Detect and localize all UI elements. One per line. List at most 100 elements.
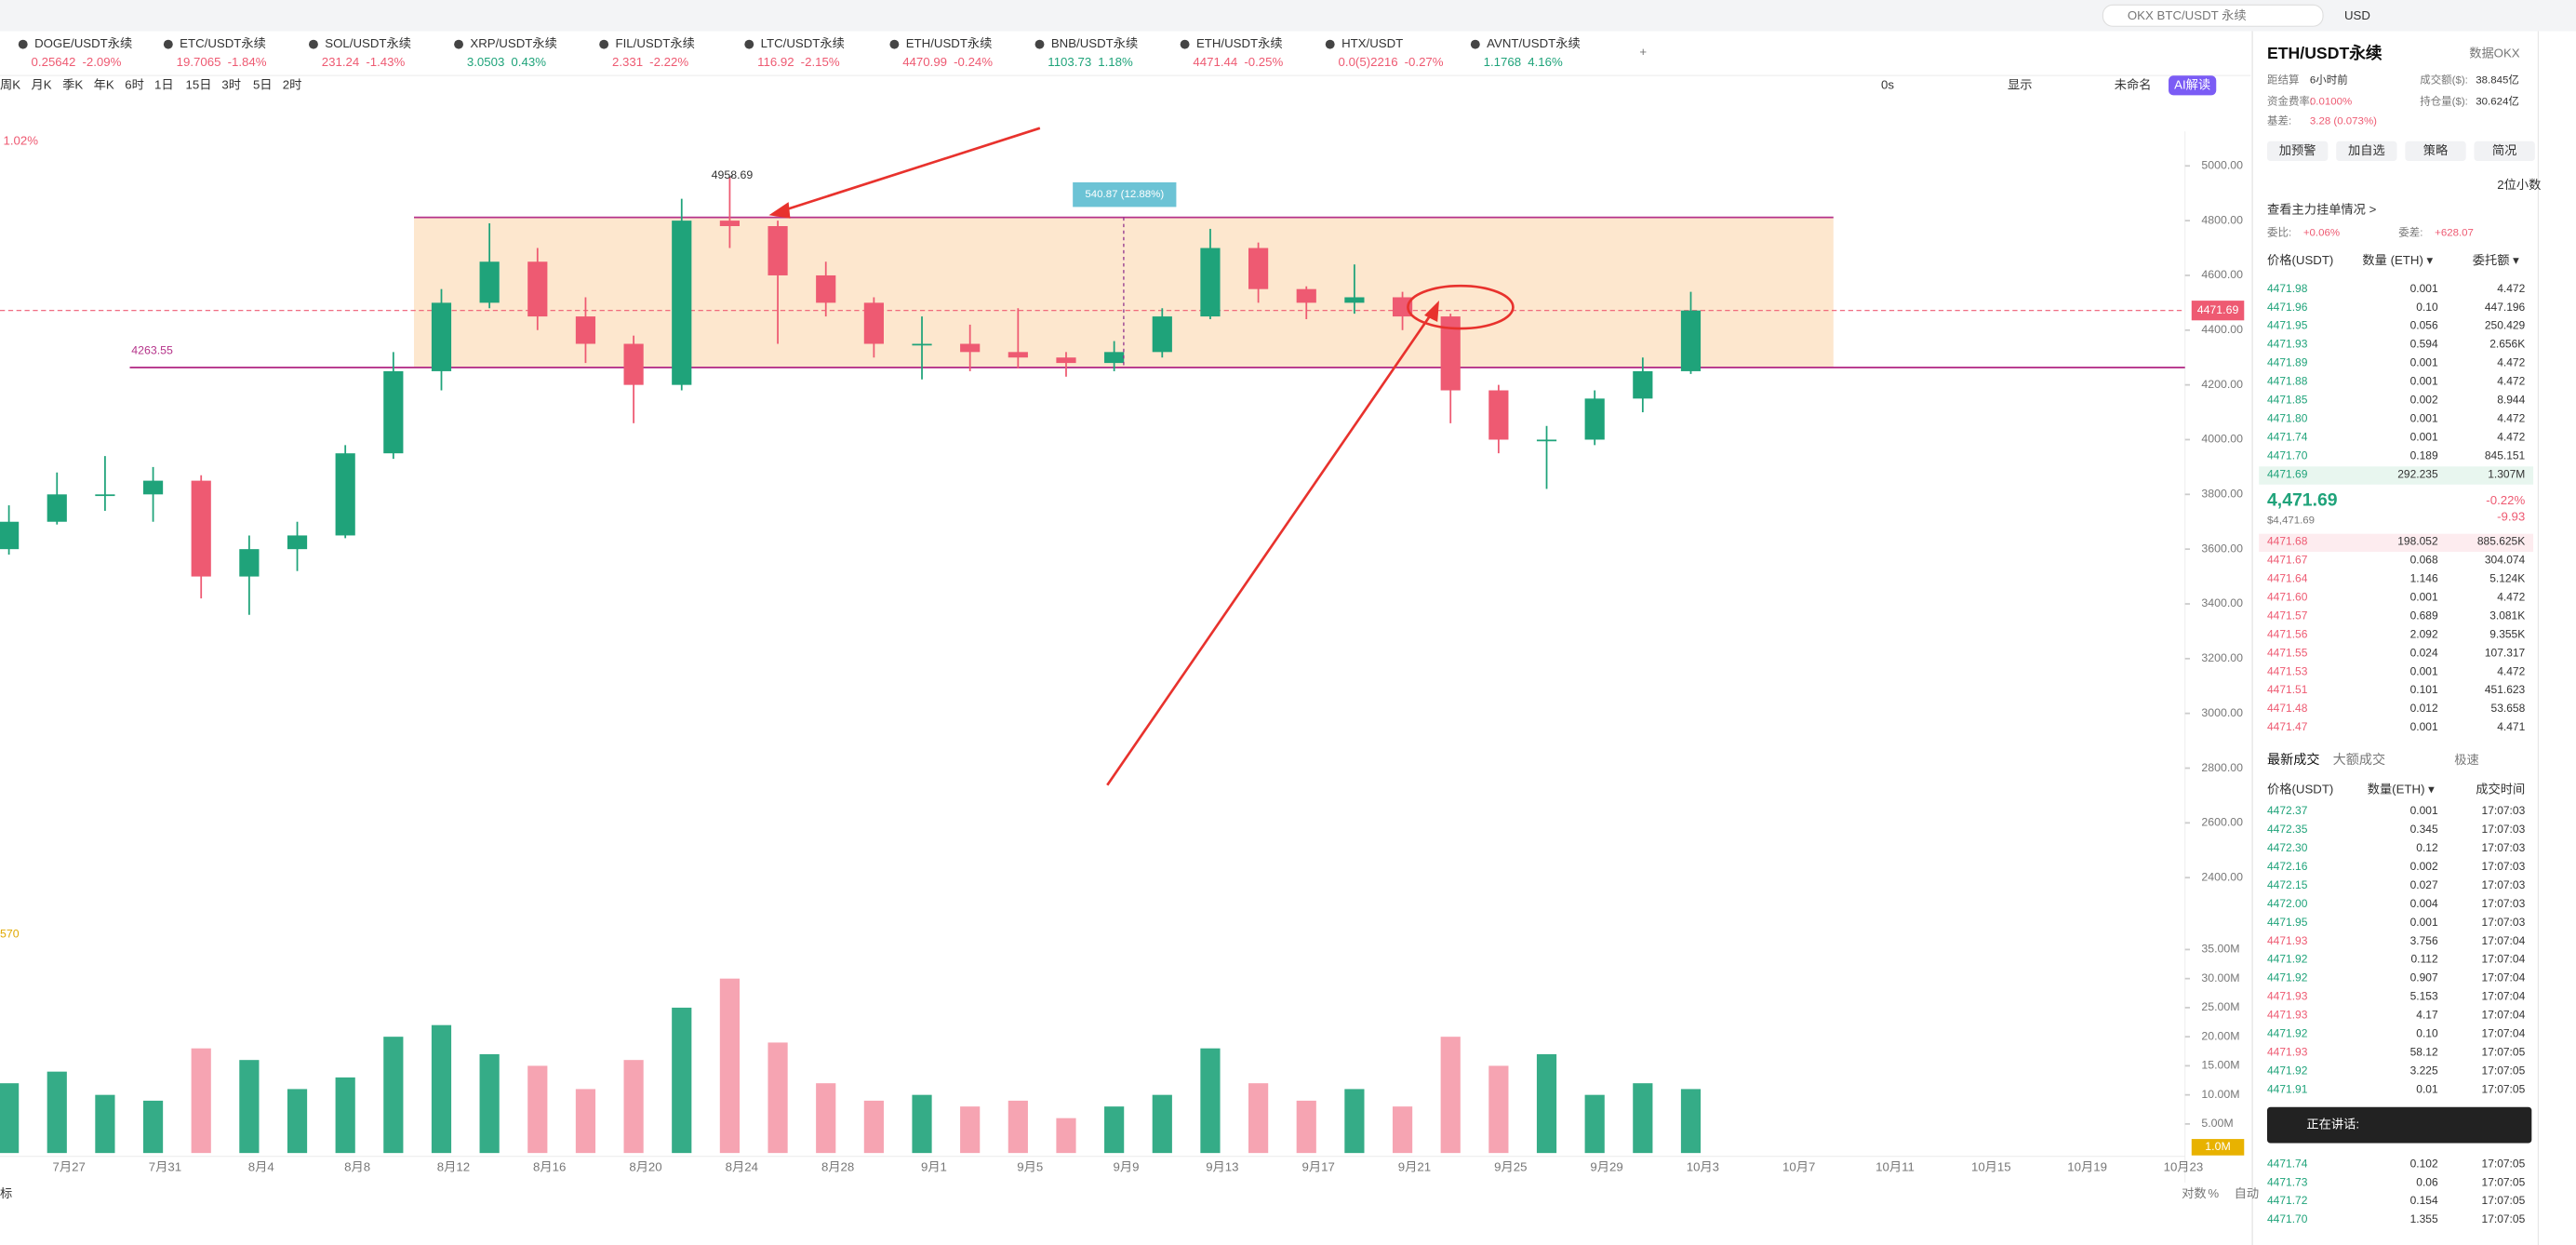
book-header: 价格(USDT) (2267, 253, 2333, 267)
ticker-quote[interactable]: 2.331 -2.22% (612, 55, 688, 69)
add-tab[interactable]: + (1639, 45, 1647, 59)
book-cell: 4.472 (2497, 375, 2525, 388)
search-text[interactable]: OKX BTC/USDT 永续 (2128, 8, 2247, 22)
book-header: 数量 (ETH) ▾ (2362, 253, 2433, 267)
timeframe[interactable]: 5日 (253, 77, 273, 91)
ticker-quote[interactable]: 4471.44 -0.25% (1193, 55, 1283, 69)
ticker-name[interactable]: LTC/USDT永续 (761, 36, 845, 50)
ticker-name[interactable]: ETC/USDT永续 (180, 36, 266, 50)
current-volume-tag (2191, 1139, 2245, 1156)
ticker-quote[interactable]: 0.25642 -2.09% (32, 55, 122, 69)
trade-cell: 17:07:05 (2482, 1064, 2526, 1077)
trade-tab[interactable]: 最新成交 (2267, 752, 2319, 767)
timeframe[interactable]: 季K (62, 77, 83, 91)
panel-button[interactable] (2336, 141, 2397, 161)
volume-bar (1200, 1048, 1221, 1154)
ai-label[interactable]: AI解读 (2174, 77, 2210, 91)
ticker-name[interactable]: AVNT/USDT永续 (1487, 36, 1581, 50)
book-cell: 0.189 (2410, 448, 2438, 462)
currency[interactable]: USD (2344, 8, 2370, 22)
scale-option[interactable]: 自动 (2235, 1186, 2259, 1200)
trade-tab[interactable]: 大额成交 (2333, 752, 2385, 767)
panel-button[interactable] (2267, 141, 2329, 161)
timeframe[interactable]: 6时 (125, 77, 144, 91)
ticker-name[interactable]: BNB/USDT永续 (1051, 36, 1138, 50)
trade-cell: 4471.92 (2267, 971, 2308, 984)
scale-option[interactable]: 对数 (2182, 1186, 2206, 1200)
timeframe[interactable]: 周K (0, 77, 20, 91)
panel-button-label[interactable]: 策略 (2423, 142, 2449, 157)
panel-button[interactable] (2405, 141, 2466, 161)
trade-cell: 17:07:03 (2482, 823, 2526, 836)
ticker-name[interactable]: SOL/USDT永续 (325, 36, 411, 50)
ticker-quote[interactable]: 231.24 -1.43% (322, 55, 406, 69)
ticker-quote[interactable]: 1103.73 1.18% (1048, 55, 1133, 69)
ticker-name[interactable]: ETH/USDT永续 (1196, 36, 1283, 50)
ticker-quote[interactable]: 4470.99 -0.24% (902, 55, 993, 69)
panel-button-label[interactable]: 简况 (2492, 142, 2516, 157)
scale-option[interactable]: % (2208, 1186, 2219, 1200)
decimals[interactable]: 2位小数 (2497, 178, 2541, 192)
corner-label: 标 (0, 1186, 12, 1200)
arrow-head (768, 202, 791, 219)
candle-body (95, 494, 115, 497)
timeframe[interactable]: 1日 (154, 77, 174, 91)
timeframe[interactable]: 年K (94, 77, 114, 91)
display-button[interactable]: 显示 (2008, 77, 2032, 91)
panel-button-label[interactable]: 加预警 (2279, 143, 2316, 157)
ticker-quote[interactable]: 116.92 -2.15% (757, 55, 840, 69)
book-cell: 4471.88 (2267, 375, 2308, 388)
trade-cell: 0.027 (2410, 878, 2438, 891)
volume-tick-label: 25.00M (2201, 1000, 2239, 1013)
trade-cell: 17:07:05 (2482, 1082, 2526, 1095)
trade-cell: 4471.74 (2267, 1157, 2308, 1170)
panel-button-label[interactable]: 加自选 (2348, 143, 2385, 157)
volume-tick-label: 15.00M (2201, 1059, 2239, 1072)
ticker-icon (163, 39, 173, 49)
trade-cell: 0.06 (2416, 1175, 2438, 1188)
voice-overlay (2267, 1106, 2532, 1144)
ai-button[interactable] (2169, 75, 2217, 96)
trade-cell: 0.001 (2410, 916, 2438, 929)
stat-label: 成交额($): (2420, 74, 2468, 87)
book-cell: 885.625K (2477, 535, 2525, 548)
timeframe[interactable]: 月K (32, 77, 52, 91)
volume-bar (672, 1007, 692, 1154)
book-cell: 4471.53 (2267, 664, 2308, 677)
ticker-name[interactable]: FIL/USDT永续 (616, 36, 695, 50)
trade-cell: 17:07:03 (2482, 841, 2526, 854)
ticker-icon (1180, 39, 1190, 49)
y-tick-label: 4000.00 (2201, 433, 2243, 446)
book-cell: 4471.70 (2267, 448, 2308, 462)
panel-button[interactable] (2474, 141, 2535, 161)
search-box[interactable] (2102, 4, 2324, 27)
candle-body (1296, 288, 1316, 303)
trade-cell: 17:07:03 (2482, 916, 2526, 929)
ticker-name[interactable]: XRP/USDT永续 (470, 36, 556, 50)
trade-tab[interactable]: 极速 (2454, 753, 2478, 767)
timeframe[interactable]: 2时 (283, 77, 302, 91)
trade-header: 数量(ETH) ▾ (2368, 783, 2435, 797)
ticker-name[interactable]: HTX/USDT (1341, 36, 1403, 50)
candle-body (1008, 352, 1028, 358)
timeframe[interactable]: 3时 (221, 77, 241, 91)
trade-cell: 4471.92 (2267, 953, 2308, 966)
ticker-quote[interactable]: 0.0(5)2216 -0.27% (1339, 55, 1444, 69)
ticker-name[interactable]: DOGE/USDT永续 (34, 36, 132, 50)
ticker-name[interactable]: ETH/USDT永续 (906, 36, 993, 50)
last-price-label: 4471.69 (2197, 303, 2239, 316)
ticker-quote[interactable]: 1.1768 4.16% (1484, 55, 1563, 69)
book-cell: 4471.64 (2267, 572, 2308, 585)
layout-name[interactable]: 未命名 (2115, 76, 2152, 91)
ticker-quote[interactable]: 19.7065 -1.84% (177, 55, 267, 69)
x-tick-label: 8月28 (821, 1160, 854, 1174)
trade-header: 价格(USDT) (2267, 783, 2333, 797)
candle-body (1152, 316, 1172, 353)
trade-cell: 17:07:04 (2482, 971, 2526, 984)
book-cell: 4.472 (2497, 430, 2525, 443)
volume-bar (1392, 1106, 1413, 1154)
depth-link[interactable]: 查看主力挂单情况 > (2267, 202, 2377, 216)
ticker-icon (599, 39, 609, 49)
ticker-quote[interactable]: 3.0503 0.43% (467, 55, 546, 69)
timeframe[interactable]: 15日 (186, 77, 212, 91)
